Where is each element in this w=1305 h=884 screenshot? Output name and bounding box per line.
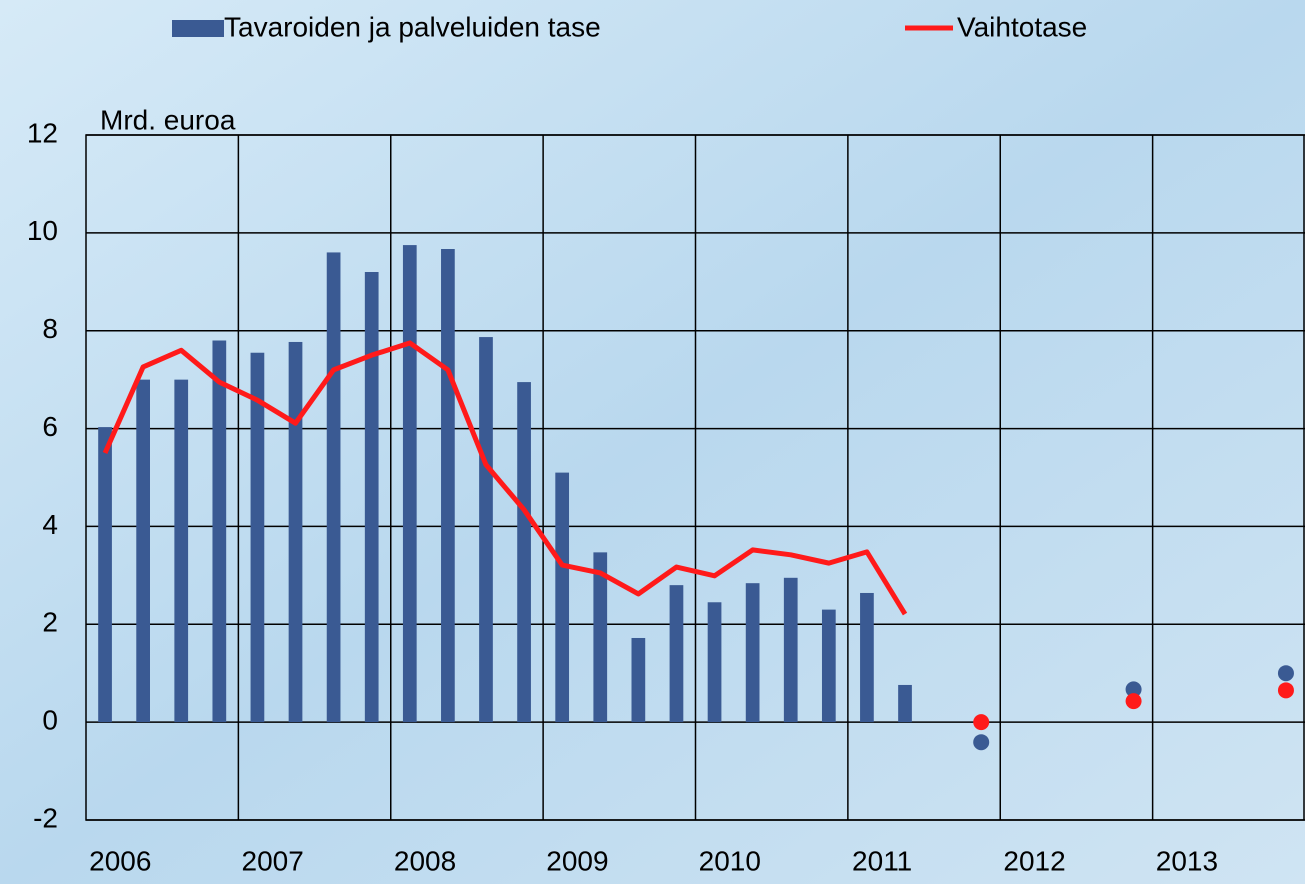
- y-tick-label: 6: [42, 411, 58, 442]
- bar: [708, 602, 722, 722]
- bar: [746, 583, 760, 722]
- bar: [365, 272, 379, 722]
- forecast-dot: [1126, 693, 1142, 709]
- y-tick-label: 4: [42, 509, 58, 540]
- y-tick-label: 10: [27, 215, 58, 246]
- x-tick-label: 2008: [394, 845, 456, 876]
- bar: [555, 473, 569, 723]
- x-tick-label: 2009: [546, 845, 608, 876]
- bar: [136, 380, 150, 722]
- chart: Mrd. euroa -2 0 2 4 6 8 10 12 2006 2007 2008 2009 20…: [0, 0, 1305, 884]
- bar: [403, 245, 417, 722]
- bar: [174, 380, 188, 722]
- legend-label: Vaihtotase: [957, 11, 1087, 42]
- x-tick-label: 2011: [852, 845, 912, 876]
- forecast-dot: [973, 734, 989, 750]
- bar: [479, 337, 493, 722]
- bar: [517, 382, 531, 722]
- x-tick-label: 2006: [89, 845, 151, 876]
- forecast-dot: [1278, 682, 1294, 698]
- bar: [327, 252, 341, 722]
- bar: [98, 427, 112, 722]
- y-tick-label: 0: [42, 705, 58, 736]
- page: {"chart_data": {"type": "bar", "y_label"…: [0, 0, 1305, 884]
- y-tick-label: 8: [42, 313, 58, 344]
- bar: [632, 638, 646, 722]
- legend-label: Tavaroiden ja palveluiden tase: [224, 11, 601, 42]
- bar: [289, 342, 303, 722]
- bar: [251, 353, 265, 722]
- x-tick-label: 2012: [1003, 845, 1065, 876]
- y-tick-label: 12: [27, 117, 58, 148]
- y-tick-label: 2: [42, 607, 58, 638]
- legend-swatch: [172, 20, 224, 37]
- bar: [212, 341, 226, 723]
- bar: [822, 610, 836, 723]
- y-axis-label: Mrd. euroa: [100, 104, 236, 135]
- x-tick-label: 2007: [242, 845, 304, 876]
- y-tick-label: -2: [33, 802, 58, 833]
- bar: [670, 585, 684, 722]
- forecast-dot: [973, 714, 989, 730]
- bar: [784, 578, 798, 722]
- x-tick-label: 2013: [1156, 845, 1218, 876]
- bar: [898, 685, 912, 722]
- x-tick-label: 2010: [699, 845, 761, 876]
- bar: [441, 249, 455, 722]
- bar: [860, 593, 874, 722]
- forecast-dot: [1278, 665, 1294, 681]
